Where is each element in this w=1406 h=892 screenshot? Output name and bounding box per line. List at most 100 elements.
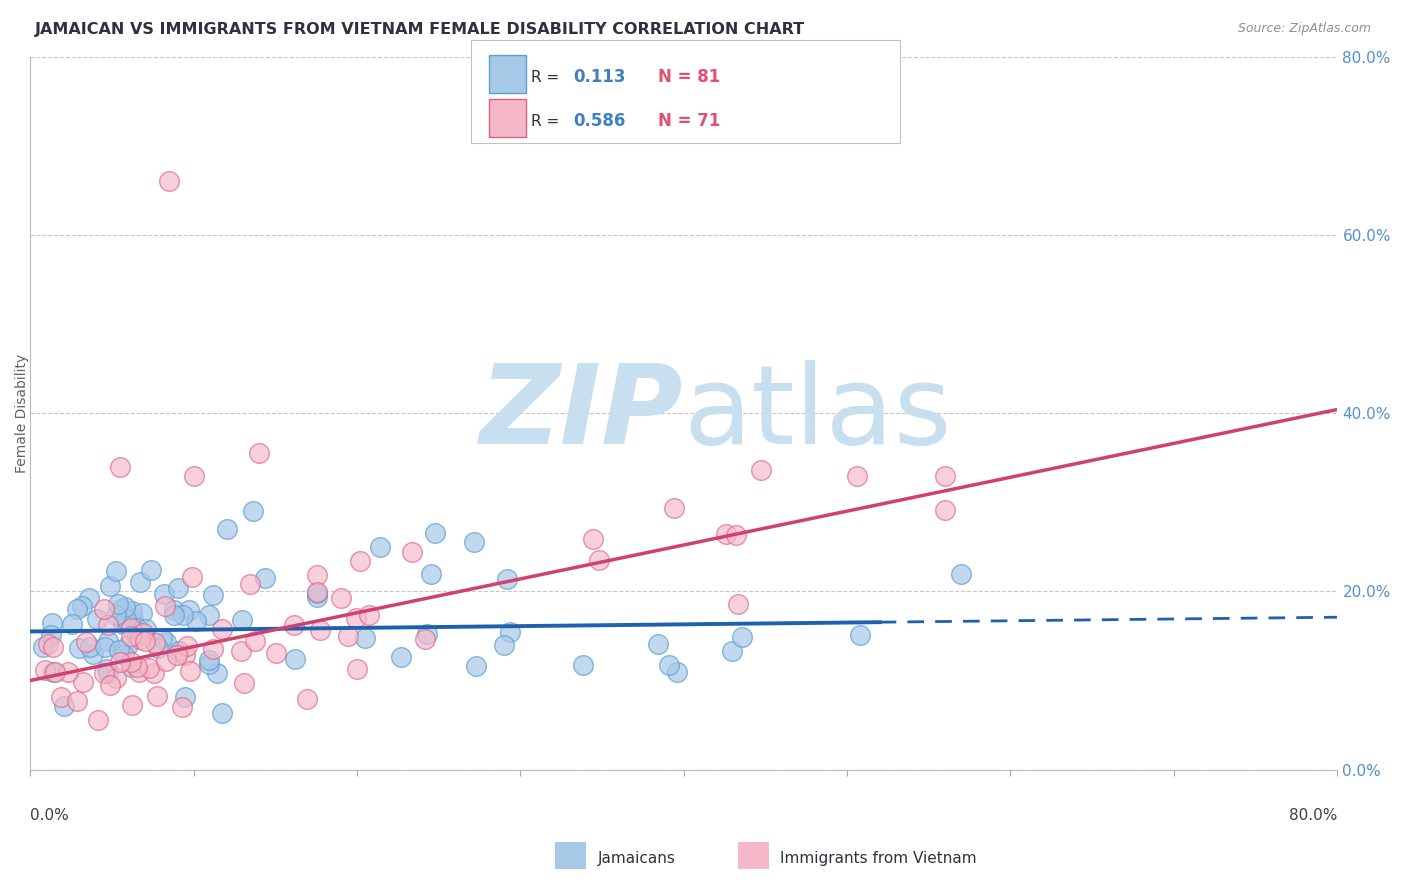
Point bbox=[174, 690, 197, 705]
Point bbox=[162, 607, 184, 622]
Point bbox=[56, 665, 79, 679]
Point bbox=[44, 665, 66, 679]
Point bbox=[169, 644, 191, 658]
Point bbox=[150, 632, 173, 646]
Point bbox=[174, 648, 197, 663]
Point bbox=[34, 664, 56, 678]
Point bbox=[357, 607, 380, 622]
Point bbox=[86, 612, 108, 626]
Point bbox=[155, 634, 177, 648]
Point bbox=[305, 584, 328, 599]
Point bbox=[125, 621, 148, 635]
Point bbox=[143, 635, 166, 649]
Point bbox=[420, 566, 443, 581]
Point bbox=[145, 689, 167, 703]
Point bbox=[114, 599, 136, 614]
Point bbox=[112, 617, 135, 632]
Point bbox=[120, 660, 142, 674]
Point bbox=[121, 604, 143, 618]
Point bbox=[499, 625, 522, 640]
Point bbox=[128, 665, 150, 680]
Point bbox=[666, 665, 689, 679]
Point bbox=[846, 469, 869, 483]
Point bbox=[582, 532, 605, 546]
Point bbox=[180, 570, 202, 584]
Point bbox=[87, 714, 110, 728]
Point bbox=[82, 647, 104, 661]
Point bbox=[94, 640, 117, 655]
Point bbox=[67, 641, 90, 656]
Point bbox=[131, 606, 153, 620]
Point bbox=[662, 500, 685, 515]
Point bbox=[950, 566, 973, 581]
Point bbox=[721, 644, 744, 658]
Point bbox=[727, 598, 749, 612]
Point bbox=[179, 664, 201, 678]
Point bbox=[205, 665, 228, 680]
Point bbox=[77, 591, 100, 606]
Point bbox=[716, 526, 738, 541]
Point bbox=[336, 629, 359, 643]
Point bbox=[132, 626, 155, 640]
Point bbox=[72, 675, 94, 690]
Point bbox=[749, 463, 772, 477]
Point bbox=[242, 504, 264, 518]
Point bbox=[305, 568, 328, 582]
Point bbox=[105, 671, 128, 685]
Point bbox=[93, 602, 115, 616]
Point bbox=[349, 553, 371, 567]
Point bbox=[120, 621, 142, 635]
Point bbox=[658, 657, 681, 672]
Point bbox=[98, 678, 121, 692]
Point bbox=[211, 706, 233, 721]
Point bbox=[51, 690, 73, 704]
Point bbox=[215, 522, 238, 536]
Text: ZIP: ZIP bbox=[479, 359, 683, 467]
Point bbox=[96, 618, 118, 632]
Point bbox=[42, 640, 65, 654]
Point bbox=[179, 603, 201, 617]
Point bbox=[198, 608, 221, 623]
Point bbox=[731, 631, 754, 645]
Point bbox=[97, 666, 120, 681]
Point bbox=[112, 648, 135, 662]
Point bbox=[401, 544, 423, 558]
Point bbox=[307, 591, 329, 605]
Point bbox=[93, 665, 115, 680]
Point bbox=[115, 611, 138, 625]
Point bbox=[107, 597, 129, 611]
Point bbox=[110, 602, 132, 616]
Point bbox=[344, 611, 367, 625]
Point bbox=[389, 649, 412, 664]
Y-axis label: Female Disability: Female Disability bbox=[15, 353, 30, 473]
Text: N = 71: N = 71 bbox=[658, 112, 720, 130]
Point bbox=[934, 468, 956, 483]
Point bbox=[307, 586, 329, 600]
Point bbox=[39, 628, 62, 642]
Point bbox=[96, 662, 118, 676]
Point bbox=[134, 633, 156, 648]
Point bbox=[309, 623, 332, 637]
Point bbox=[647, 637, 669, 651]
Point bbox=[463, 535, 485, 549]
Point bbox=[121, 612, 143, 626]
Point bbox=[253, 571, 276, 585]
Point bbox=[724, 528, 747, 542]
FancyBboxPatch shape bbox=[731, 837, 778, 874]
Point bbox=[153, 587, 176, 601]
Point bbox=[848, 628, 870, 642]
Point bbox=[155, 599, 177, 613]
Text: Source: ZipAtlas.com: Source: ZipAtlas.com bbox=[1237, 22, 1371, 36]
FancyBboxPatch shape bbox=[547, 837, 595, 874]
Point bbox=[354, 631, 377, 645]
Point bbox=[135, 622, 157, 636]
Point bbox=[211, 622, 233, 636]
Point bbox=[166, 648, 188, 662]
Point bbox=[146, 640, 169, 655]
Point bbox=[239, 576, 262, 591]
Point bbox=[416, 627, 439, 641]
Point bbox=[464, 658, 486, 673]
Point bbox=[166, 581, 188, 595]
Point bbox=[183, 468, 205, 483]
Point bbox=[176, 640, 198, 654]
